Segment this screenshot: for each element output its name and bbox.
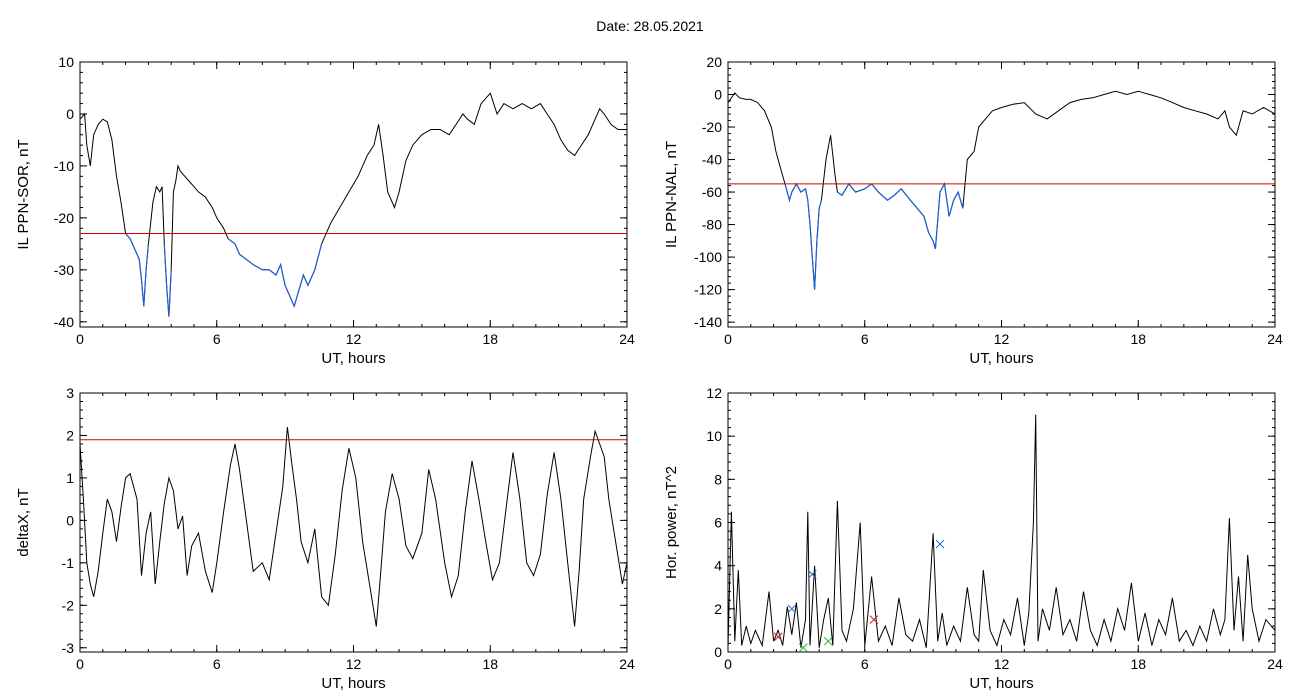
y-axis-label: deltaX, nT: [15, 488, 32, 556]
x-tick-label: 12: [346, 656, 362, 672]
x-tick-label: 0: [76, 656, 84, 672]
x-tick-label: 6: [861, 656, 869, 672]
x-tick-label: 12: [994, 656, 1010, 672]
y-tick-label: -40: [54, 314, 74, 330]
plot-frame: [727, 392, 1276, 653]
y-tick-label: 2: [714, 601, 722, 617]
series-line: [80, 92, 627, 317]
x-tick-label: 24: [619, 656, 635, 672]
y-tick-label: 10: [706, 428, 722, 444]
y-tick-label: 1: [66, 470, 74, 486]
x-axis-label: UT, hours: [321, 675, 385, 692]
y-tick-label: -20: [702, 119, 722, 135]
y-tick-label: 2: [66, 427, 74, 443]
event-marker: [869, 615, 879, 624]
x-tick-label: 18: [1130, 656, 1146, 672]
panel-il-ppn-sor: 0 6 12 18 24 -40 -30 -20 -10 0 10 UT, hours IL PPN-S…: [15, 54, 635, 367]
event-marker: [798, 643, 808, 653]
x-tick-label: 6: [213, 656, 221, 672]
x-tick-label: 24: [619, 331, 635, 347]
x-tick-label: 0: [724, 656, 732, 672]
y-tick-label: -1: [62, 555, 75, 571]
x-tick-label: 24: [1267, 656, 1283, 672]
disturbed-segment: [784, 182, 822, 290]
y-axis-label: IL PPN-NAL, nT: [663, 141, 680, 248]
x-tick-label: 18: [482, 331, 498, 347]
series-line: [728, 414, 1275, 648]
event-marker: [787, 604, 797, 614]
y-tick-label: -140: [694, 314, 722, 330]
y-tick-label: -20: [54, 210, 74, 226]
y-tick-label: -100: [694, 249, 722, 265]
x-tick-label: 18: [1130, 331, 1146, 347]
date-header: Date: 28.05.2021: [596, 18, 704, 34]
y-tick-label: -80: [702, 217, 722, 233]
x-tick-label: 24: [1267, 331, 1283, 347]
x-tick-label: 18: [482, 656, 498, 672]
y-tick-label: -2: [62, 597, 75, 613]
x-tick-label: 12: [994, 331, 1010, 347]
x-axis-label: UT, hours: [969, 350, 1033, 367]
y-tick-label: -3: [62, 640, 75, 656]
event-marker: [773, 632, 783, 642]
y-tick-label: 6: [714, 515, 722, 531]
y-tick-label: 0: [714, 87, 722, 103]
y-axis-label: Hor. power, nT^2: [663, 466, 680, 579]
x-tick-label: 0: [724, 331, 732, 347]
x-axis-label: UT, hours: [969, 675, 1033, 692]
y-tick-label: 0: [714, 644, 722, 660]
disturbed-segment: [163, 243, 172, 317]
series-line: [80, 426, 627, 627]
panel-il-ppn-nal: 0 6 12 18 24 -140 -120 -100 -80 -60 -40 -20 0 20 UT, h…: [663, 54, 1283, 367]
plot-frame: [727, 61, 1276, 328]
y-tick-label: -120: [694, 282, 722, 298]
x-tick-label: 0: [76, 331, 84, 347]
disturbed-segment: [227, 238, 323, 308]
y-tick-label: -40: [702, 152, 722, 168]
x-tick-label: 6: [861, 331, 869, 347]
y-tick-label: 4: [714, 558, 722, 574]
y-tick-label: 12: [706, 385, 722, 401]
y-tick-label: 10: [58, 54, 74, 70]
y-tick-label: 20: [706, 54, 722, 70]
event-marker: [935, 539, 945, 549]
x-axis-label: UT, hours: [321, 350, 385, 367]
event-marker: [807, 569, 817, 579]
y-tick-label: 8: [714, 471, 722, 487]
event-marker: [823, 636, 833, 646]
x-tick-label: 6: [213, 331, 221, 347]
series-line: [728, 90, 1275, 290]
y-tick-label: 0: [66, 106, 74, 122]
disturbed-segment: [837, 182, 964, 250]
y-tick-label: -30: [54, 262, 74, 278]
y-tick-label: 3: [66, 385, 74, 401]
y-axis-label: IL PPN-SOR, nT: [15, 139, 32, 249]
x-tick-label: 12: [346, 331, 362, 347]
disturbed-segment: [125, 233, 149, 307]
y-tick-label: -10: [54, 158, 74, 174]
y-tick-label: -60: [702, 184, 722, 200]
y-tick-label: 0: [66, 512, 74, 528]
